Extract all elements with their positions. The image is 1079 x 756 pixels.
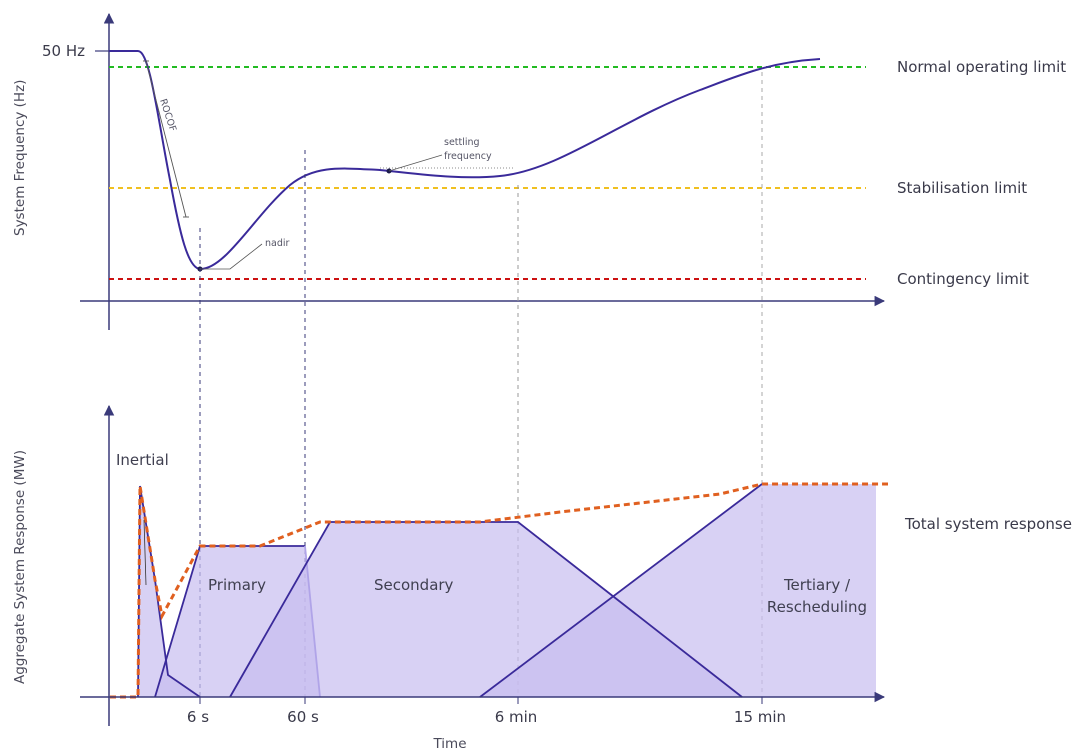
nadir-leader — [200, 243, 263, 270]
settling-leader — [388, 154, 443, 172]
bottom-x-axis-title: Time — [432, 736, 466, 752]
rocof-line — [145, 60, 187, 218]
primary-decay — [304, 545, 321, 698]
tertiary-label-1: Tertiary / — [783, 576, 851, 594]
tick-6min: 6 min — [495, 708, 538, 726]
total-response-line — [110, 482, 888, 699]
inertial-region — [138, 486, 200, 697]
total-response-label: Total system response — [904, 515, 1072, 533]
normal-limit-label: Normal operating limit — [897, 58, 1066, 76]
tertiary-label-2: Rescheduling — [767, 598, 867, 616]
primary-label: Primary — [208, 576, 266, 594]
secondary-outline — [229, 521, 743, 698]
secondary-label: Secondary — [374, 576, 454, 594]
frequency-curve — [109, 50, 821, 271]
tertiary-outline — [479, 483, 763, 698]
inertial-label: Inertial — [116, 451, 169, 469]
tick-60s: 60 s — [287, 708, 319, 726]
stabilisation-limit-label: Stabilisation limit — [897, 179, 1027, 197]
contingency-limit-label: Contingency limit — [897, 270, 1029, 288]
tick-6s: 6 s — [187, 708, 209, 726]
tick-15min: 15 min — [734, 708, 786, 726]
settling-label-2: frequency — [444, 151, 492, 162]
top-panel: Normal operating limit Stabilisation lim… — [12, 12, 1066, 330]
inertial-leader — [143, 519, 147, 586]
settling-label-1: settling — [444, 137, 480, 148]
y-start-label: 50 Hz — [42, 42, 85, 60]
bottom-panel: 6 s 60 s 6 min 15 min Inertial Primary S… — [12, 404, 1072, 752]
nadir-label: nadir — [265, 238, 290, 249]
tertiary-region — [480, 484, 876, 697]
bottom-y-axis-title: Aggregate System Response (MW) — [12, 450, 28, 684]
top-y-axis-title: System Frequency (Hz) — [12, 80, 28, 236]
